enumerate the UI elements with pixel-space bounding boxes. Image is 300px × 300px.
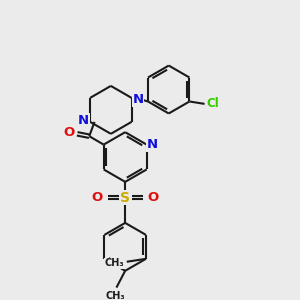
Text: N: N bbox=[78, 114, 89, 127]
Text: O: O bbox=[92, 191, 103, 204]
Text: CH₃: CH₃ bbox=[105, 258, 124, 268]
Text: O: O bbox=[148, 191, 159, 204]
Text: S: S bbox=[120, 191, 130, 205]
Text: CH₃: CH₃ bbox=[105, 291, 125, 300]
Text: N: N bbox=[147, 138, 158, 151]
Text: N: N bbox=[133, 93, 144, 106]
Text: Cl: Cl bbox=[206, 98, 219, 110]
Text: O: O bbox=[63, 126, 75, 139]
